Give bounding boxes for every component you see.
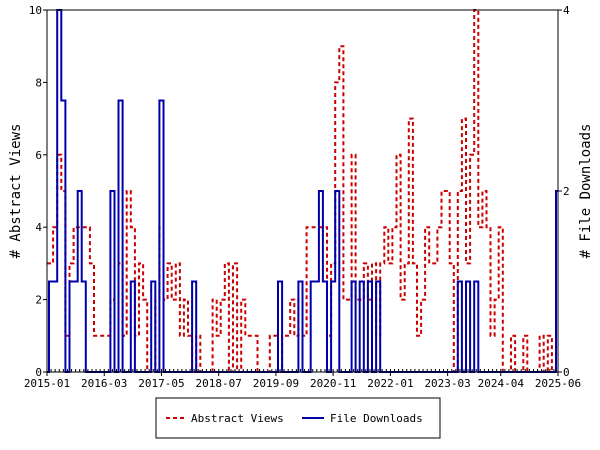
x-tick-label: 2019-09 [253, 377, 299, 390]
y-tick-label-left: 0 [35, 366, 42, 379]
y-axis-label-right: # File Downloads [578, 124, 594, 259]
y-tick-label-left: 10 [29, 4, 42, 17]
x-tick-label: 2016-03 [81, 377, 127, 390]
x-tick-label: 2025-06 [535, 377, 581, 390]
legend-box [155, 397, 441, 439]
y-tick-label-left: 8 [35, 76, 42, 89]
x-tick-label: 2017-05 [138, 377, 184, 390]
y-tick-label-right: 0 [563, 366, 570, 379]
y-axis-label-left: # Abstract Views [8, 124, 24, 259]
y-tick-label-left: 4 [35, 221, 42, 234]
x-tick-label: 2022-01 [367, 377, 413, 390]
x-tick-label: 2018-07 [196, 377, 242, 390]
y-tick-label-right: 4 [563, 4, 570, 17]
x-tick-label: 2024-04 [478, 377, 525, 390]
legend-label-file-downloads: File Downloads [330, 412, 423, 425]
y-tick-label-right: 2 [563, 185, 570, 198]
series-line-abstract-views [47, 9, 558, 373]
ticks-layer: 2015-01 2016-03 2017-05 2018-07 2019-09 2020-… [24, 4, 581, 390]
x-tick-label: 2023-03 [424, 377, 470, 390]
legend: Abstract Views File Downloads [155, 397, 441, 439]
x-tick-label: 2020-11 [310, 377, 356, 390]
y-tick-label-left: 2 [35, 294, 42, 307]
x-tick-label: 2015-01 [24, 377, 70, 390]
legend-label-abstract-views: Abstract Views [191, 412, 284, 425]
y-tick-label-left: 6 [35, 149, 42, 162]
